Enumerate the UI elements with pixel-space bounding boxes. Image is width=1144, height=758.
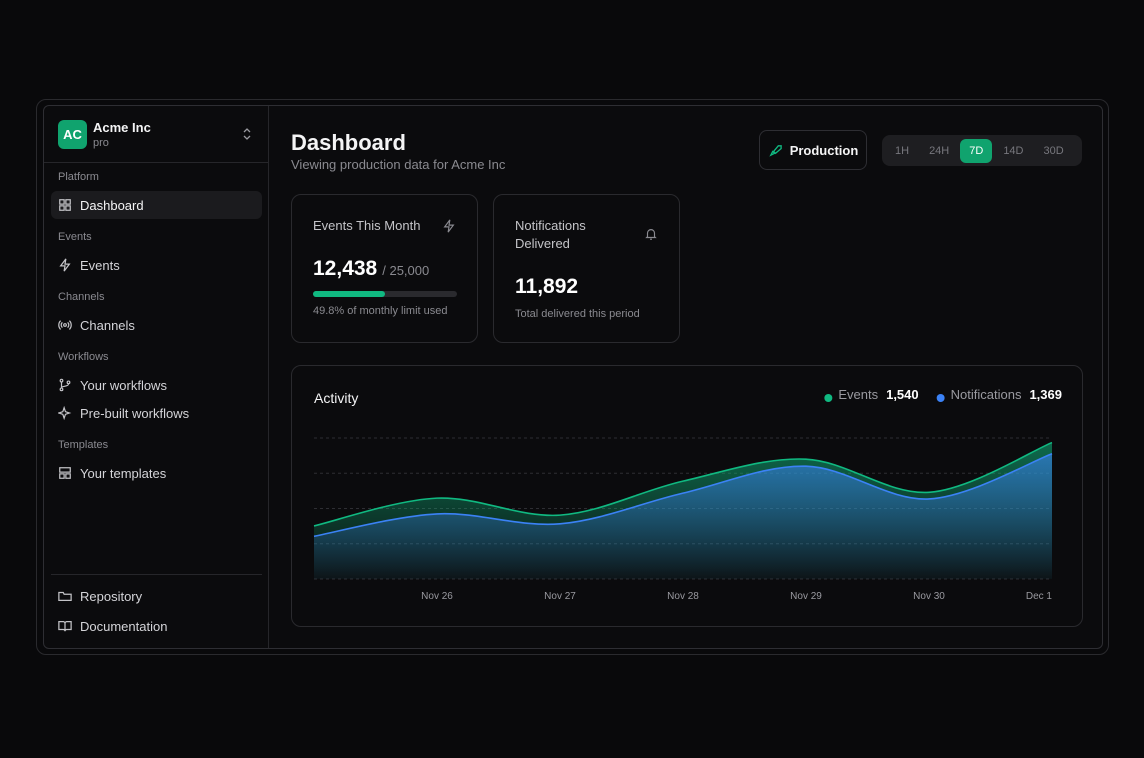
card-value-row: 11,892	[515, 275, 578, 299]
card-title: Events This Month	[313, 218, 421, 233]
x-tick-label: Dec 1	[1026, 591, 1053, 602]
nav-icon	[59, 199, 71, 211]
nav-group-label: Templates	[58, 439, 109, 451]
nav-icon	[58, 591, 72, 601]
legend-swatch	[936, 394, 945, 402]
workspace-name: Acme Inc	[93, 120, 151, 135]
line	[313, 453, 1053, 538]
nav-item[interactable]: Your workflows	[51, 371, 262, 399]
nav-item-label: Channels	[80, 317, 135, 333]
nav-item[interactable]: Events	[51, 251, 262, 279]
footer-link-label: Repository	[80, 588, 143, 604]
nav-group-label: Events	[58, 231, 92, 243]
range-button[interactable]: 30D	[1043, 144, 1064, 157]
nav-icon	[58, 320, 72, 330]
workspace-plan: pro	[93, 137, 109, 149]
window-frame	[36, 99, 1109, 655]
range-button[interactable]: 7D	[960, 138, 993, 163]
legend-swatch	[824, 394, 833, 402]
legend-total: 1,369	[1029, 387, 1062, 402]
progress-bar	[313, 291, 385, 297]
nav-group: Channels Channels	[51, 289, 262, 339]
x-tick-label: Nov 27	[544, 591, 576, 602]
footer-link[interactable]: Documentation	[51, 611, 262, 641]
chart: Activity Nov 26 Nov 27 Nov 28 Nov 29 Nov 30 De…	[313, 387, 1062, 602]
card-icon	[645, 229, 657, 240]
legend-total: 1,540	[886, 387, 919, 402]
nav-group: Workflows Your workflows Pre-built workflo…	[51, 349, 262, 427]
progress-track	[313, 291, 457, 297]
card-title: Notifications Delivered	[515, 218, 586, 251]
card-limit: / 25,000	[382, 263, 430, 278]
range-selector: 1H 24H 7D 14D 30D	[882, 135, 1082, 166]
nav-group-label: Platform	[58, 171, 99, 183]
chart-title: Activity	[314, 390, 358, 406]
nav-group-label: Workflows	[58, 351, 109, 363]
footer-link-label: Documentation	[80, 618, 168, 634]
nav-item-label: Pre-built workflows	[80, 405, 190, 421]
x-tick-label: Nov 28	[667, 591, 699, 602]
nav-item[interactable]: Channels	[51, 311, 262, 339]
nav-item-label: Events	[80, 257, 120, 273]
nav-item-label: Your workflows	[80, 377, 167, 393]
card-note: Total delivered this period	[515, 308, 640, 320]
x-tick-label: Nov 29	[790, 591, 822, 602]
environment-label: Production	[789, 142, 859, 158]
card-value-row: 12,438 / 25,000	[313, 257, 429, 281]
page-subtitle: Viewing production data for Acme Inc	[291, 157, 506, 172]
line	[313, 441, 1053, 527]
legend-label: Events	[838, 387, 878, 402]
sidebar: AC Acme Inc pro Platform Dashboard Events E…	[44, 106, 269, 648]
nav-group: Events Events	[51, 229, 262, 279]
page-title: Dashboard	[291, 130, 406, 155]
stat-card: Notifications Delivered 11,892 Total deliv…	[493, 194, 680, 343]
nav-icon	[58, 621, 72, 632]
app: AC Acme Inc pro Platform Dashboard Events E…	[43, 105, 1103, 649]
range-button[interactable]: 1H	[895, 144, 910, 157]
avatar: AC	[58, 120, 87, 149]
chevron-icon	[243, 128, 251, 140]
nav-icon	[59, 378, 71, 392]
nav-item-label: Your templates	[80, 465, 167, 481]
card-value: 12,438	[313, 257, 378, 280]
nav-icon	[59, 467, 71, 479]
card-value: 11,892	[515, 275, 579, 298]
nav-group-label: Channels	[58, 291, 105, 303]
range-button[interactable]: 24H	[929, 144, 950, 157]
nav-item[interactable]: Your templates	[51, 459, 262, 487]
nav-group: Platform Dashboard	[51, 169, 262, 219]
legend-label: Notifications	[951, 387, 1022, 402]
card-note: 49.8% of monthly limit used	[313, 305, 448, 317]
environment-button[interactable]: Production	[759, 130, 867, 170]
nav-icon	[59, 258, 71, 272]
nav-item-label: Dashboard	[80, 197, 144, 213]
nav-item[interactable]: Dashboard	[51, 191, 262, 219]
footer-link[interactable]: Repository	[51, 581, 262, 611]
nav: Platform Dashboard Events Events Channels Cha…	[51, 169, 262, 497]
workspace-switcher[interactable]: AC Acme Inc pro	[44, 106, 269, 163]
nav-group: Templates Your templates	[51, 437, 262, 487]
area	[314, 453, 1052, 579]
stat-card: Events This Month 12,438 / 25,000 49.8% of …	[291, 194, 478, 343]
nav-item[interactable]: Pre-built workflows	[51, 399, 262, 427]
chart-card: Activity Nov 26 Nov 27 Nov 28 Nov 29 Nov 30 De…	[291, 365, 1083, 627]
x-tick-label: Nov 26	[421, 591, 453, 602]
footer-links: Repository Documentation	[51, 574, 262, 641]
rocket-icon	[769, 144, 782, 157]
x-tick-label: Nov 30	[913, 591, 945, 602]
range-button[interactable]: 14D	[1003, 144, 1024, 157]
card-icon	[443, 219, 455, 233]
nav-icon	[58, 406, 72, 420]
